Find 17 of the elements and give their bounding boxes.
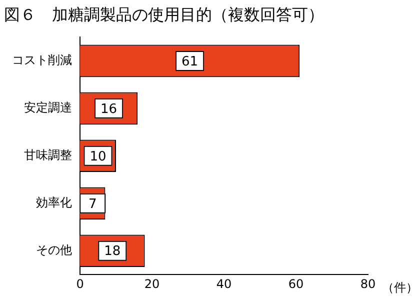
y-tick-label: 安定調達 <box>24 100 72 115</box>
data-label: 18 <box>104 244 121 260</box>
x-tick-label: 40 <box>216 276 232 291</box>
y-tick-label: 効率化 <box>36 196 72 210</box>
chart-title: 図６ 加糖調製品の使用目的（複数回答可） <box>4 4 324 24</box>
y-tick-label: その他 <box>36 242 72 257</box>
data-label: 16 <box>100 102 118 117</box>
x-tick-label: 60 <box>288 276 304 291</box>
y-tick-label: 甘味調整 <box>24 148 72 162</box>
x-axis-title: （件） <box>382 280 418 295</box>
data-label: 7 <box>88 196 97 212</box>
x-tick-label: 0 <box>76 276 84 291</box>
data-label: 10 <box>90 149 106 164</box>
x-tick-label: 80 <box>360 276 376 291</box>
x-tick-label: 20 <box>144 276 160 291</box>
data-label: 61 <box>182 54 198 70</box>
y-tick-label: コスト削減 <box>12 53 72 68</box>
